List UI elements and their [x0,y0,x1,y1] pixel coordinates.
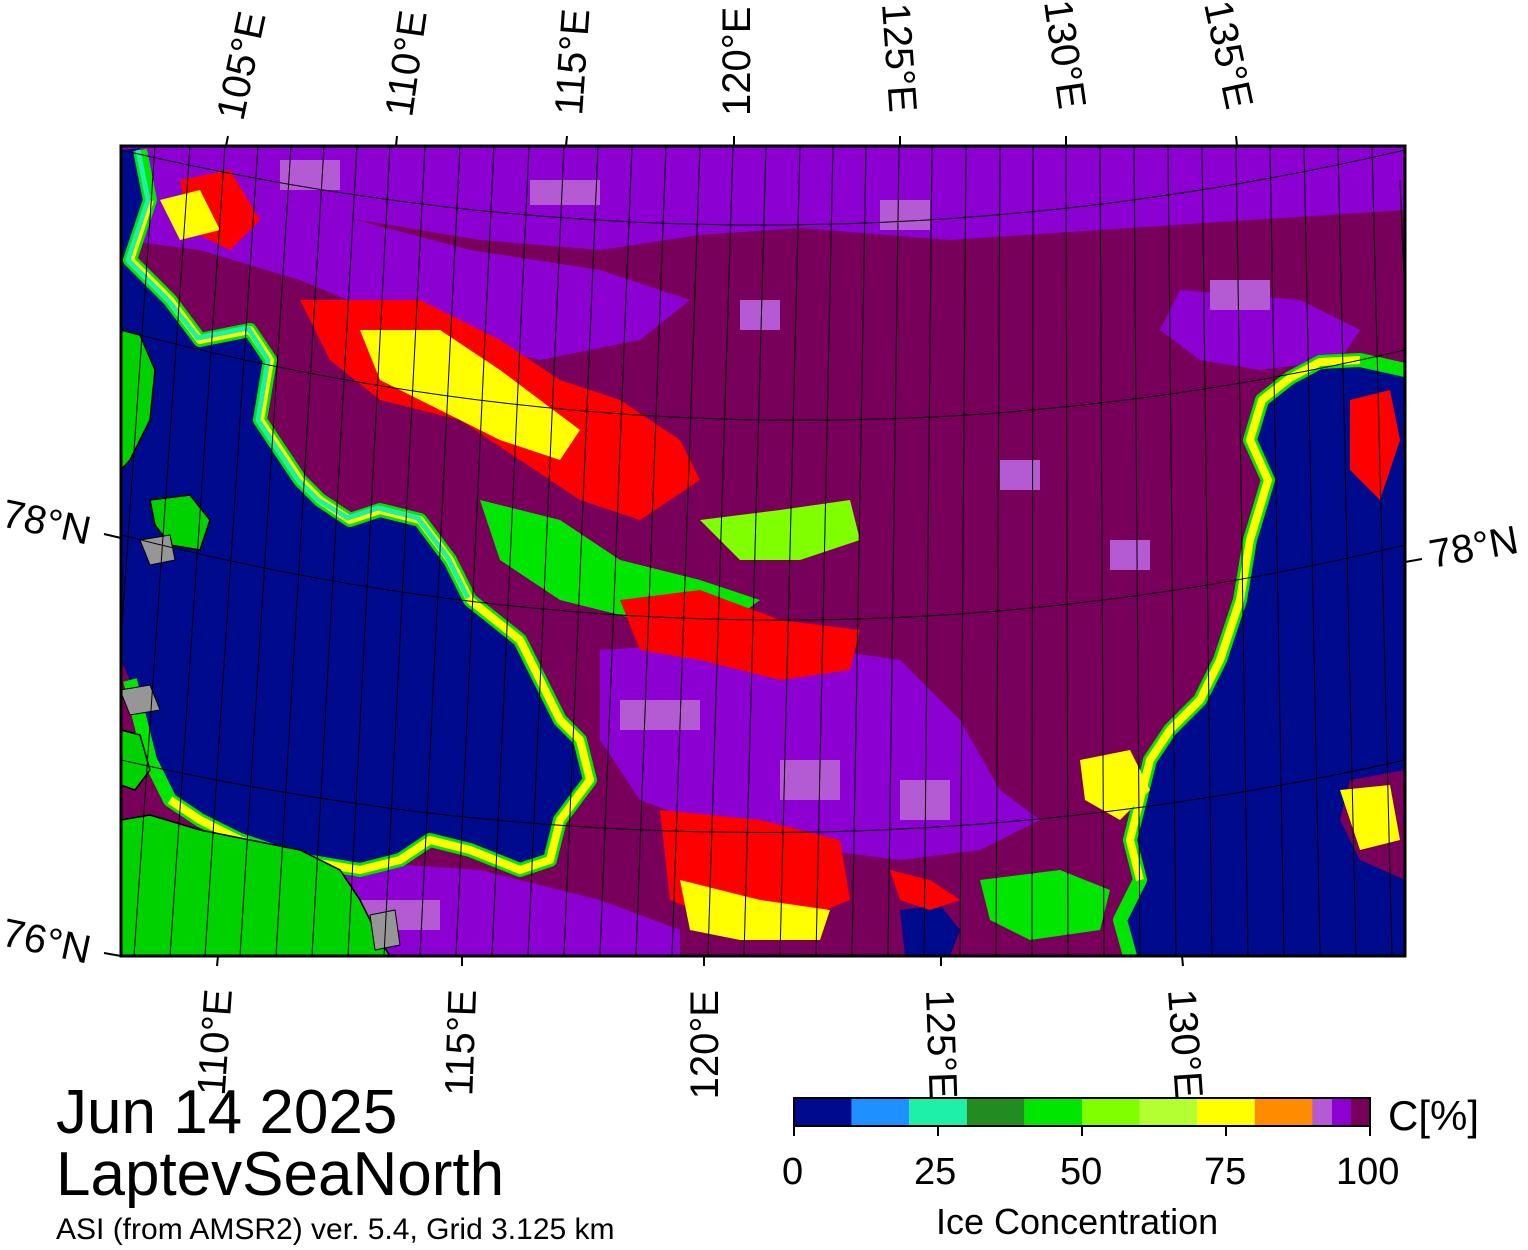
right-lat-label-78: 78°N [1426,518,1522,577]
purple-ice-southwest [330,860,680,956]
bottom-lon-label-130: 130°E [1159,988,1211,1100]
bottom-lon-label-115: 115°E [437,989,485,1097]
graticule-parallels [121,149,1405,833]
colorbar-tick-label-75: 75 [1204,1151,1247,1193]
colorbar-swatch [851,1098,910,1126]
top-lon-label-115: 115°E [547,7,598,116]
colorbar [793,1097,1371,1136]
open-water-pocket [900,905,960,956]
map-frame [119,144,1407,958]
colorbar-swatch [794,1098,852,1126]
top-lon-label-135: 135°E [1195,0,1261,113]
bottom-lon-label-110: 110°E [190,988,241,1097]
top-lon-label-125: 125°E [873,2,925,114]
colorbar-swatch [909,1098,967,1126]
map-source: ASI (from AMSR2) ver. 5.4, Grid 3.125 km [56,1213,615,1246]
colorbar-tick-label-0: 0 [782,1151,804,1193]
colorbar-swatch [1139,1098,1198,1126]
colorbar-swatch [1254,1098,1313,1126]
colorbar-swatch [1350,1098,1370,1126]
colorbar-swatch [1197,1098,1255,1126]
colorbar-unit: C[%] [1388,1092,1480,1139]
colorbar-swatch [1331,1098,1351,1126]
purple-ice-north [121,146,1405,250]
land-masses [121,329,401,956]
left-lat-label-78: 78°N [0,492,95,554]
graticule-meridians [121,146,1405,956]
map-area [121,146,1405,956]
colorbar-swatch [1312,1098,1332,1126]
top-lon-label-120: 120°E [715,7,759,116]
land-southwest [121,814,391,956]
open-water-east [1120,360,1405,956]
colorbar-tick-label-100: 100 [1336,1151,1400,1193]
colorbar-tick-label-25: 25 [914,1151,957,1193]
map-date: Jun 14 2025 [56,1078,398,1147]
colorbar-swatch [1082,1098,1140,1126]
bottom-lon-label-120: 120°E [683,990,727,1099]
colorbar-swatch [1024,1098,1082,1126]
top-lon-label-130: 130°E [1035,0,1094,112]
open-water-west [121,148,590,870]
left-lat-label-76: 76°N [0,911,95,973]
purple-ice-west [121,190,690,360]
land-west-small [121,729,151,791]
bottom-lon-label-125: 125°E [917,989,965,1100]
map-region: LaptevSeaNorth [56,1140,505,1209]
colorbar-tick-label-50: 50 [1060,1151,1103,1193]
colorbar-swatch [966,1098,1025,1126]
frame-ticks [103,135,1423,967]
marginal-ice-zone [160,170,1400,940]
colorbar-title: Ice Concentration [936,1201,1219,1242]
top-lon-label-110: 110°E [377,8,435,120]
top-lon-label-105: 105°E [209,8,275,124]
